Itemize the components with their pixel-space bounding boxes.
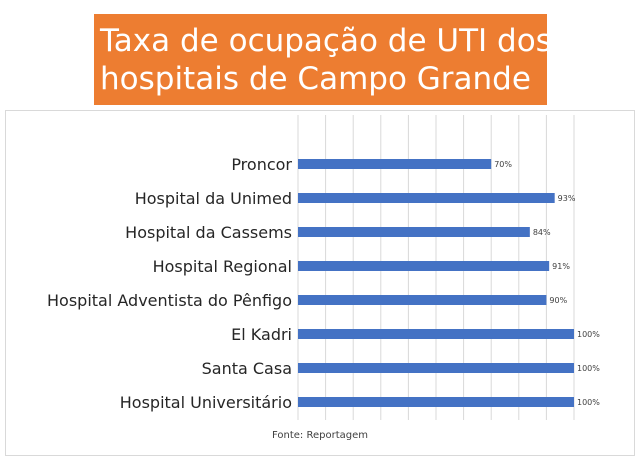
data-label: 90% [549, 296, 567, 305]
data-label: 100% [577, 330, 600, 339]
bar [298, 159, 492, 169]
category-label: Hospital da Unimed [135, 189, 292, 208]
category-label: Hospital da Cassems [125, 223, 292, 242]
data-label: 91% [552, 262, 570, 271]
data-label: 93% [558, 194, 576, 203]
chart-frame [5, 110, 635, 456]
chart-title-line-2: hospitais de Campo Grande [100, 61, 531, 97]
category-label: Hospital Regional [153, 257, 292, 276]
chart-title-line-1: Taxa de ocupação de UTI dos [100, 23, 552, 59]
source-note: Fonte: Reportagem [272, 430, 368, 441]
data-label: 70% [494, 160, 512, 169]
category-label: Proncor [231, 155, 292, 174]
category-label: El Kadri [231, 325, 292, 344]
chart-title-box: Taxa de ocupação de UTI dos hospitais de… [94, 14, 552, 105]
data-label: 100% [577, 364, 600, 373]
bar [298, 227, 530, 237]
bar [298, 329, 574, 339]
data-label: 84% [533, 228, 551, 237]
bar [298, 363, 574, 373]
bar [298, 261, 550, 271]
data-label: 100% [577, 398, 600, 407]
bar [298, 295, 547, 305]
category-label: Hospital Universitário [120, 393, 292, 412]
bar [298, 193, 555, 203]
category-label: Santa Casa [202, 359, 292, 378]
bar [298, 397, 574, 407]
category-label: Hospital Adventista do Pênfigo [47, 291, 292, 310]
